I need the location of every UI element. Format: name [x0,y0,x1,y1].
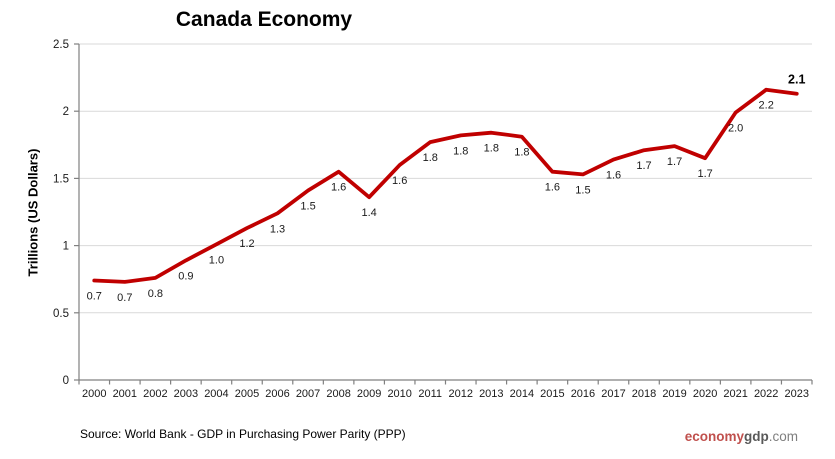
data-point-label: 1.2 [239,238,254,250]
x-tick-label: 2019 [662,388,686,400]
data-point-label: 1.4 [361,207,376,219]
x-tick-label: 2009 [357,388,381,400]
data-point-label: 1.8 [484,143,499,155]
data-point-label: 1.5 [575,184,590,196]
brand-economy-text: economy [684,429,744,444]
data-point-label: 1.3 [270,223,285,235]
chart-title: Canada Economy [175,8,353,31]
data-point-label: 2.2 [759,100,774,112]
x-tick-label: 2004 [204,388,228,400]
data-point-label: 1.8 [514,147,529,159]
data-point-label: 0.7 [117,292,132,304]
data-point-label: 0.7 [87,291,102,303]
data-point-label: 1.8 [453,145,468,157]
x-tick-label: 2020 [693,388,717,400]
data-point-label: 1.7 [667,156,682,168]
data-point-label: 0.9 [178,270,193,282]
data-point-label: 1.6 [545,182,560,194]
y-tick-label: 0.5 [53,308,69,320]
data-point-label: 0.8 [148,288,163,300]
x-tick-label: 2018 [632,388,656,400]
data-point-label: 1.6 [392,175,407,187]
x-tick-label: 2000 [82,388,106,400]
data-point-label: 1.7 [697,168,712,180]
data-point-label: 1.0 [209,254,224,266]
x-tick-label: 2011 [418,388,442,400]
data-point-label: 2.0 [728,123,743,135]
x-tick-label: 2012 [449,388,473,400]
x-tick-label: 2002 [143,388,167,400]
gdp-line [92,87,799,284]
data-point-label: 1.7 [636,160,651,172]
source-note: Source: World Bank - GDP in Purchasing P… [80,427,406,441]
data-point-label-latest: 2.1 [788,73,805,87]
x-tick-label: 2015 [540,388,564,400]
data-point-label: 1.8 [423,152,438,164]
x-tick-label: 2003 [174,388,198,400]
x-tick-label: 2013 [479,388,503,400]
x-tick-label: 2014 [510,388,534,400]
data-point-label: 1.6 [606,170,621,182]
y-tick-label: 2.5 [53,39,69,51]
y-tick-label: 1 [63,241,69,253]
y-tick-label: 0 [63,375,69,387]
x-tick-label: 2010 [387,388,411,400]
data-point-label: 1.6 [331,182,346,194]
x-tick-label: 2023 [784,388,808,400]
x-tick-label: 2006 [265,388,289,400]
brand-gdp-text: gdp [743,429,769,444]
x-tick-label: 2021 [723,388,747,400]
data-point-label: 1.5 [300,200,315,212]
y-tick-label: 1.5 [53,173,69,185]
y-tick-label: 2 [63,106,69,118]
x-tick-label: 2016 [571,388,595,400]
brand-logo[interactable]: economygdp.com [685,429,798,444]
x-tick-label: 2005 [235,388,259,400]
x-tick-label: 2022 [754,388,778,400]
x-tick-label: 2008 [326,388,350,400]
x-tick-label: 2001 [113,388,137,400]
x-tick-label: 2007 [296,388,320,400]
brand-com-text: .com [768,429,798,444]
x-tick-label: 2017 [601,388,625,400]
